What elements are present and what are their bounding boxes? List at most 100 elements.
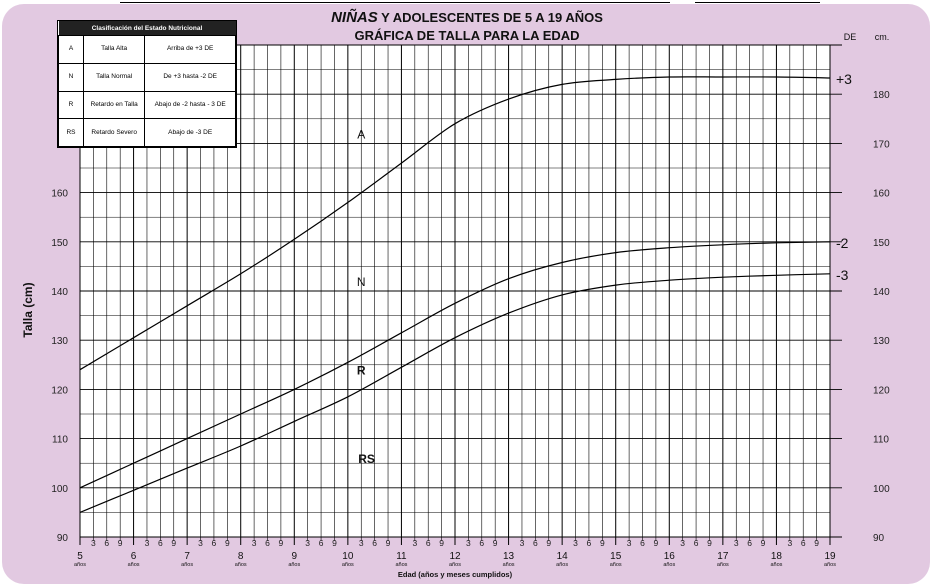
x-month-label: 9 — [707, 538, 712, 548]
x-month-label: 9 — [600, 538, 605, 548]
series-line — [79, 241, 831, 489]
legend-code: RS — [58, 118, 84, 147]
y-tick-label-right: 110 — [873, 435, 889, 446]
legend-row: N Talla Normal De +3 hasta -2 DE — [58, 62, 236, 92]
right-header-de: DE — [844, 32, 857, 42]
zone-label: RS — [358, 452, 375, 466]
x-month-label: 3 — [198, 538, 203, 548]
x-month-label: 3 — [627, 538, 632, 548]
x-tick-sublabel: años — [610, 562, 622, 568]
x-month-label: 3 — [252, 538, 257, 548]
y-tick-label-right: 120 — [873, 385, 890, 396]
y-tick-label-right: 100 — [873, 484, 890, 495]
x-tick-sublabel: años — [181, 562, 193, 568]
legend-row: A Talla Alta Arriba de +3 DE — [58, 35, 236, 64]
x-month-label: 6 — [587, 538, 592, 548]
x-month-label: 6 — [533, 538, 538, 548]
legend-code: A — [58, 35, 84, 64]
x-month-label: 6 — [265, 538, 270, 548]
x-tick-label: 11 — [396, 551, 407, 562]
y-tick-label-right: 160 — [873, 189, 890, 200]
x-tick-sublabel: años — [235, 562, 247, 568]
x-month-label: 6 — [747, 538, 752, 548]
series-label: -3 — [836, 267, 849, 283]
x-month-label: 3 — [520, 538, 525, 548]
x-month-label: 6 — [104, 538, 109, 548]
y-tick-label-right: 170 — [873, 139, 890, 150]
x-month-label: 9 — [814, 538, 819, 548]
x-tick-sublabel: años — [503, 562, 515, 568]
x-month-label: 3 — [359, 538, 364, 548]
y-tick-label-right: 90 — [873, 533, 885, 544]
legend-title: Clasificación del Estado Nutricional — [58, 21, 236, 36]
x-tick-sublabel: años — [395, 562, 407, 568]
legend-desc: De +3 hasta -2 DE — [144, 62, 236, 92]
plot-border — [79, 44, 831, 538]
x-month-label: 9 — [761, 538, 766, 548]
legend-label: Talla Normal — [82, 62, 146, 92]
x-month-label: 3 — [734, 538, 739, 548]
legend-code: N — [58, 62, 84, 92]
x-month-label: 9 — [279, 538, 284, 548]
x-month-label: 3 — [145, 538, 150, 548]
x-month-label: 3 — [680, 538, 685, 548]
x-tick-label: 15 — [610, 551, 622, 562]
legend-desc: Arriba de +3 DE — [144, 35, 236, 64]
series-label: -2 — [836, 235, 849, 251]
legend-row: RS Retardo Severo Abajo de -3 DE — [58, 118, 236, 147]
x-tick-label: 6 — [131, 551, 137, 562]
zone-label: A — [357, 127, 365, 141]
x-tick-sublabel: años — [824, 562, 836, 568]
x-month-label: 6 — [640, 538, 645, 548]
x-tick-label: 7 — [184, 551, 190, 562]
x-month-label: 3 — [412, 538, 417, 548]
x-month-label: 6 — [801, 538, 806, 548]
x-tick-label: 17 — [717, 551, 729, 562]
classification-legend: Clasificación del Estado Nutricional A T… — [57, 20, 237, 148]
x-tick-label: 12 — [449, 551, 461, 562]
x-tick-label: 18 — [771, 551, 783, 562]
x-month-label: 9 — [171, 538, 176, 548]
x-month-label: 9 — [118, 538, 123, 548]
x-tick-sublabel: años — [770, 562, 782, 568]
header-rule — [120, 2, 820, 4]
y-tick-label-right: 140 — [873, 287, 890, 298]
legend-code: R — [58, 90, 84, 120]
y-axis-label: Talla (cm) — [21, 282, 35, 337]
x-tick-sublabel: años — [663, 562, 675, 568]
legend-desc: Abajo de -2 hasta - 3 DE — [144, 90, 236, 120]
x-axis-label: Edad (años y meses cumplidos) — [398, 570, 513, 579]
zone-label: N — [357, 275, 366, 289]
x-tick-label: 16 — [664, 551, 676, 562]
x-month-label: 6 — [426, 538, 431, 548]
zone-label: R — [357, 364, 366, 378]
chart-subtitle: GRÁFICA DE TALLA PARA LA EDAD — [354, 28, 579, 43]
x-month-label: 9 — [225, 538, 230, 548]
y-tick-label-right: 130 — [873, 336, 890, 347]
x-tick-label: 5 — [77, 551, 83, 562]
x-tick-sublabel: años — [342, 562, 354, 568]
x-tick-label: 13 — [503, 551, 515, 562]
x-month-label: 9 — [654, 538, 659, 548]
chart-title: NIÑAS Y ADOLESCENTES DE 5 A 19 AÑOS — [331, 8, 603, 26]
x-tick-sublabel: años — [288, 562, 300, 568]
x-tick-label: 10 — [342, 551, 354, 562]
x-tick-sublabel: años — [717, 562, 729, 568]
x-tick-label: 14 — [557, 551, 569, 562]
x-month-label: 6 — [372, 538, 377, 548]
x-tick-label: 19 — [824, 551, 836, 562]
x-tick-sublabel: años — [74, 562, 86, 568]
x-month-label: 3 — [787, 538, 792, 548]
chart-title-italic: NIÑAS — [331, 8, 378, 26]
legend-label: Talla Alta — [82, 35, 146, 64]
x-tick-sublabel: años — [449, 562, 461, 568]
right-header-cm: cm. — [875, 32, 890, 42]
y-tick-label-left: 130 — [51, 336, 68, 347]
chart-title-rest: Y ADOLESCENTES DE 5 A 19 AÑOS — [378, 10, 603, 25]
x-tick-label: 9 — [292, 551, 298, 562]
x-month-label: 6 — [212, 538, 217, 548]
x-tick-sublabel: años — [128, 562, 140, 568]
y-tick-label-left: 140 — [51, 287, 68, 298]
x-month-label: 3 — [305, 538, 310, 548]
y-tick-label-left: 100 — [51, 484, 68, 495]
